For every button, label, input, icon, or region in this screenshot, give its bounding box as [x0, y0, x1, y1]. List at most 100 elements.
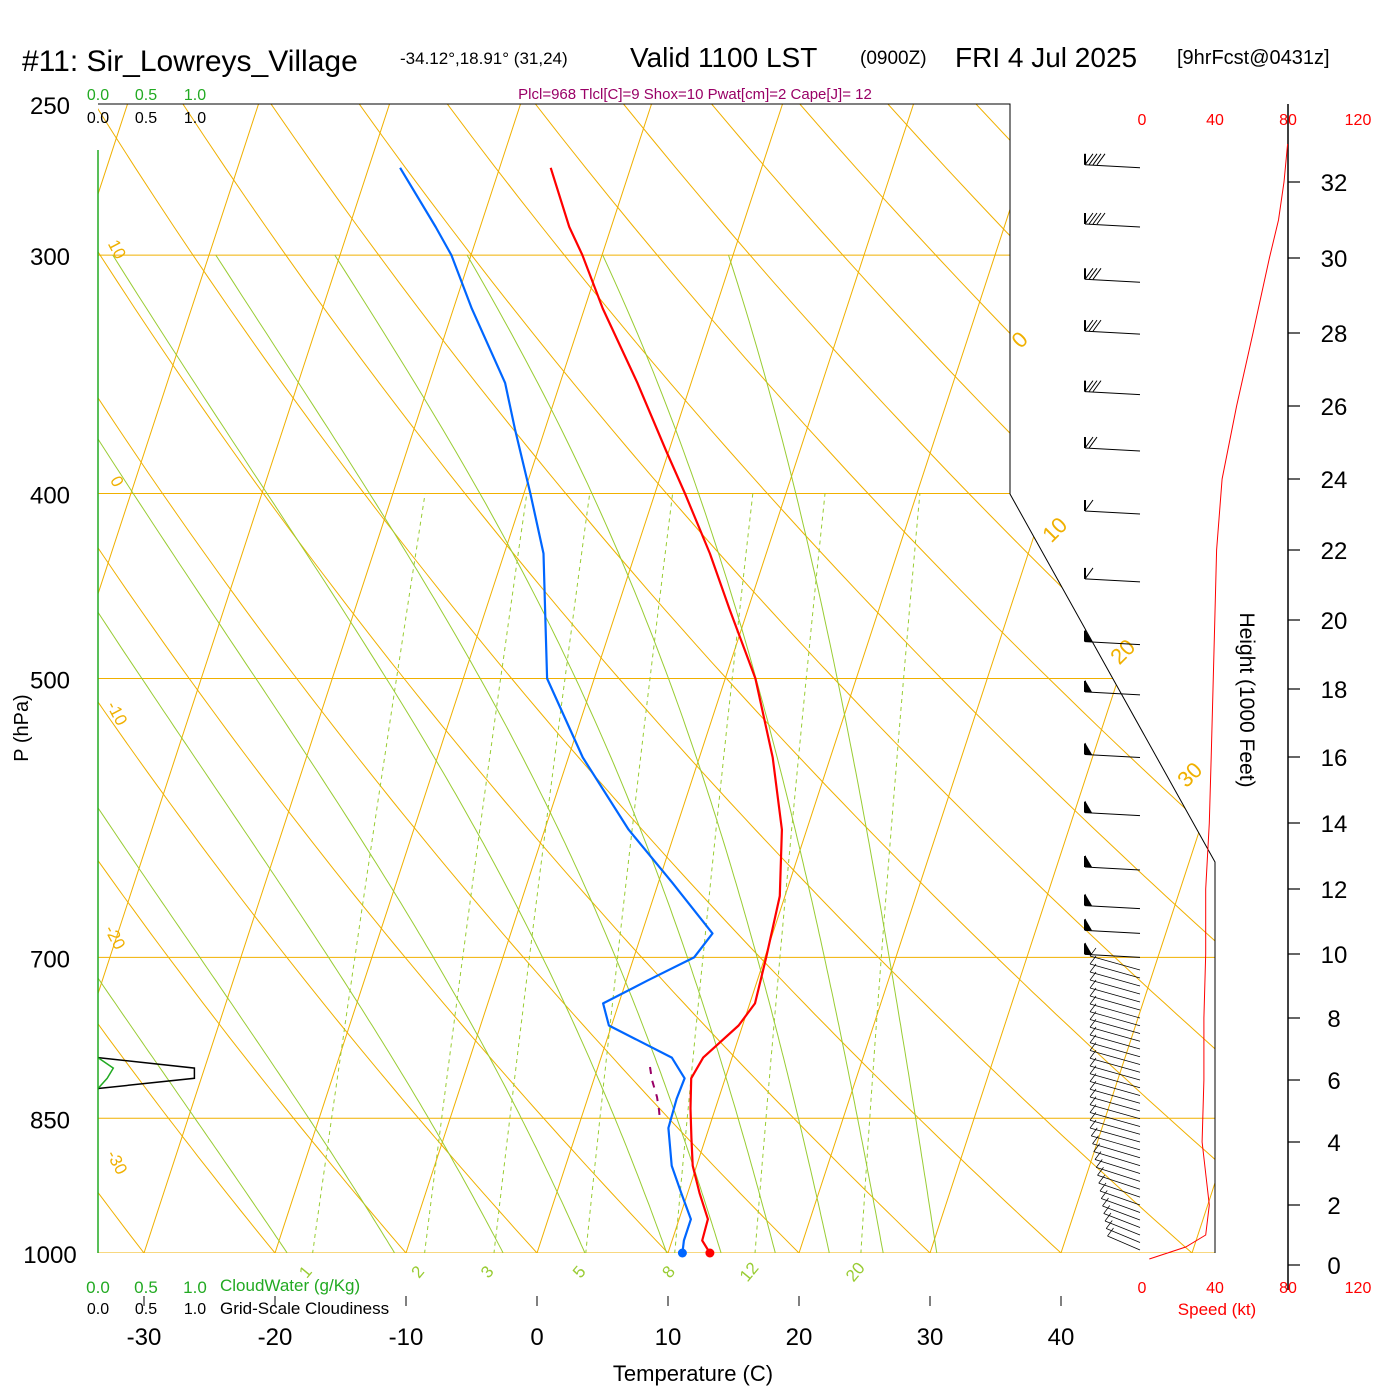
- y-axis-label: P (hPa): [11, 694, 33, 761]
- moist-adiabat: [98, 254, 525, 1253]
- dry-adiabat: [683, 104, 1215, 1253]
- dry-adiabat: [596, 104, 1215, 1253]
- height-tick-label: 6: [1327, 1068, 1340, 1095]
- isotherm-label-left: -20: [101, 922, 129, 953]
- cloudiness-scale-top: 1.0: [184, 110, 206, 127]
- wind-barb-low-feather: [1092, 1135, 1099, 1144]
- dry-adiabat: [857, 104, 1215, 1253]
- cloud-profile: [97, 1056, 196, 1090]
- wind-barb-low-feather: [1099, 1182, 1107, 1192]
- temperature-axis: -30 -20 -10 0 10 20 30 40: [127, 1296, 1074, 1351]
- height-tick-label: 2: [1327, 1193, 1340, 1220]
- wind-barb-shaft: [1084, 223, 1141, 228]
- speed-tick-label-top: 0: [1138, 112, 1147, 129]
- wind-barb-feather: [1084, 499, 1094, 512]
- cloudiness-scale-bottom: 0.0: [87, 1301, 109, 1318]
- wind-speed-profile: [1149, 143, 1289, 1260]
- dewpoint-surface-dot: [677, 1248, 687, 1258]
- mixing-ratio-line: [488, 493, 591, 1253]
- dry-adiabat: [98, 104, 309, 1253]
- moist-adiabat: [334, 254, 787, 1253]
- wind-barb-feather: [1088, 153, 1098, 166]
- cloudwater-scale-bottom: 0.5: [134, 1278, 158, 1297]
- height-tick-label: 14: [1321, 811, 1348, 838]
- height-tick-label: 20: [1321, 608, 1348, 635]
- isotherm-label-left: 10: [104, 237, 130, 263]
- lcl-path: [649, 1066, 661, 1122]
- wind-barb-low-feather: [1105, 1220, 1113, 1229]
- wind-barb-feather: [1092, 319, 1102, 332]
- mixing-ratio-line: [751, 493, 826, 1253]
- temperature-tick-label: 0: [530, 1324, 543, 1351]
- moist-adiabat: [466, 254, 839, 1253]
- wind-barb-low: [1098, 1182, 1141, 1198]
- valid-date: FRI 4 Jul 2025: [955, 42, 1137, 73]
- wind-barb-low: [1106, 1228, 1141, 1243]
- cloudwater-scale-top: 0.5: [135, 87, 157, 104]
- wind-barb-low: [1101, 1198, 1141, 1213]
- forecast-info: [9hrFcst@0431z]: [1177, 47, 1330, 69]
- wind-barb-low: [1099, 1190, 1141, 1206]
- temperature-tick-label: -20: [258, 1324, 293, 1351]
- cloudiness-scale-top: 0.0: [87, 110, 109, 127]
- mixing-ratio-line: [857, 493, 921, 1253]
- wind-barb-low: [1089, 1088, 1141, 1104]
- dry-adiabat: [98, 104, 841, 1253]
- wind-barb-flag: [1085, 742, 1092, 755]
- speed-tick-label-bottom: 120: [1345, 1280, 1372, 1297]
- temperature-tick-label: 30: [917, 1324, 944, 1351]
- wind-barb-feather: [1084, 380, 1094, 392]
- wind-barb-feather: [1092, 212, 1102, 225]
- temperature-tick-label: -30: [127, 1324, 162, 1351]
- wind-barb-flag: [1085, 800, 1092, 813]
- wind-barb-shaft: [1084, 447, 1141, 452]
- wind-barb-low: [1089, 971, 1141, 987]
- moist-adiabat: [98, 254, 315, 1253]
- moist-adiabat: [215, 254, 734, 1253]
- isotherm-line: [1191, 104, 1215, 1253]
- pressure-tick-label: 300: [30, 244, 70, 271]
- speed-tick-label-top: 80: [1279, 112, 1297, 129]
- dry-adiabat: [98, 104, 442, 1253]
- moist-adiabat: [112, 254, 682, 1253]
- pressure-tick-label: 700: [30, 946, 70, 973]
- wind-barb-low: [1091, 1135, 1141, 1151]
- height-tick-label: 4: [1327, 1130, 1340, 1157]
- wind-barb-low-feather: [1095, 1159, 1103, 1168]
- wind-barb-shaft: [1084, 641, 1141, 646]
- dry-adiabat: [421, 104, 1215, 1253]
- wind-barb-shaft: [1084, 905, 1141, 910]
- wind-barb-feather: [1092, 153, 1102, 166]
- wind-barb-low: [1089, 955, 1141, 971]
- speed-axis-label: Speed (kt): [1178, 1300, 1256, 1319]
- wind-barb-shaft: [1084, 278, 1141, 283]
- height-tick-label: 12: [1321, 877, 1348, 904]
- speed-tick-label-top: 40: [1206, 112, 1224, 129]
- wind-barb-low: [1089, 1104, 1141, 1120]
- height-tick-label: 30: [1321, 246, 1348, 273]
- cloudiness-scale-bottom: 0.5: [135, 1301, 157, 1318]
- dry-adiabat: [98, 104, 176, 1253]
- pressure-tick-label: 250: [30, 93, 70, 120]
- wind-barb-shaft: [1084, 929, 1141, 934]
- cloudwater-label: CloudWater (g/Kg): [220, 1276, 360, 1295]
- wind-barb-feather: [1092, 267, 1102, 280]
- dry-adiabat: [508, 104, 1215, 1253]
- wind-barb-low-feather: [1098, 1174, 1106, 1184]
- wind-barb-low-feather: [1102, 1197, 1109, 1207]
- wind-barb-low: [1089, 1042, 1141, 1058]
- wind-barb-low: [1089, 1096, 1141, 1112]
- wind-barb-low-feather: [1094, 1151, 1102, 1160]
- wind-barb-feather: [1084, 436, 1094, 449]
- isotherm-label-left: -10: [103, 698, 131, 729]
- wind-barb-low: [1089, 995, 1141, 1011]
- wind-barb-low: [1089, 979, 1141, 995]
- isotherm-line: [1060, 104, 1215, 1253]
- cloud-scale: 0.0 0.5 1.0 0.0 0.5 1.0 0.0 0.5 1.0 0.0 0.5 1.0: [86, 87, 207, 1318]
- wind-barb-low: [1089, 1112, 1141, 1127]
- wind-barb-low: [1089, 1119, 1141, 1135]
- dry-adiabat: [98, 104, 1106, 1253]
- wind-barb-low: [1089, 1127, 1141, 1143]
